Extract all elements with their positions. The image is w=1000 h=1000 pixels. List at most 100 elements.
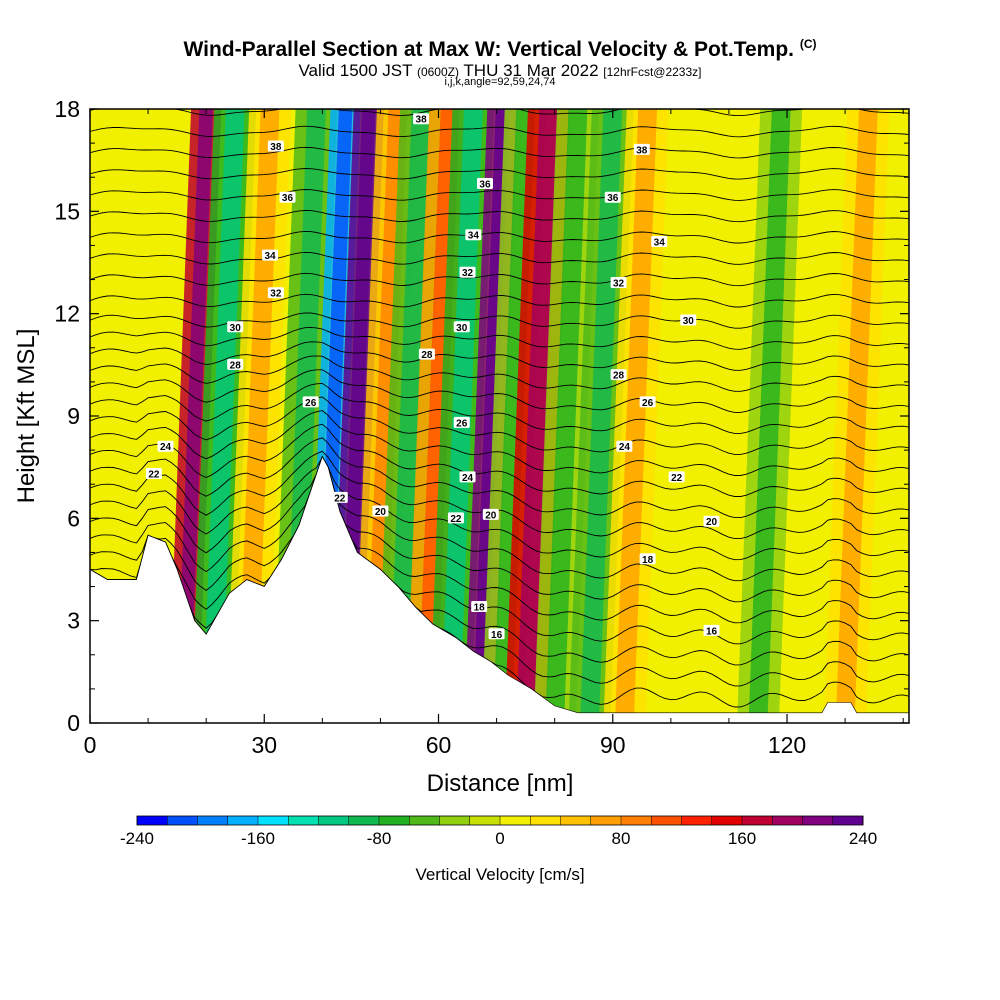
isentrope-label: 28 bbox=[227, 358, 244, 371]
colorbar-swatch bbox=[348, 816, 380, 825]
svg-text:16: 16 bbox=[491, 630, 503, 641]
chart-subtitle: Valid 1500 JST (0600Z) THU 31 Mar 2022 [… bbox=[0, 61, 1000, 81]
isentrope-label: 22 bbox=[331, 491, 348, 504]
isentrope-label: 18 bbox=[639, 553, 656, 566]
svg-text:26: 26 bbox=[305, 398, 317, 409]
svg-text:34: 34 bbox=[468, 231, 480, 242]
isentrope-label: 24 bbox=[616, 440, 633, 453]
isentrope-line bbox=[90, 146, 909, 159]
isentrope-label: 20 bbox=[482, 508, 499, 521]
colorbar-swatch bbox=[711, 816, 743, 825]
isentrope-label: 38 bbox=[267, 140, 284, 153]
velocity-band-core bbox=[545, 109, 588, 723]
svg-text:36: 36 bbox=[479, 180, 491, 191]
colorbar-tick-label: 0 bbox=[495, 829, 504, 848]
section-indices-text: i,j,k,angle=92,59,24,74 bbox=[444, 76, 556, 88]
colorbar-swatch bbox=[590, 816, 622, 825]
x-tick-label: 30 bbox=[251, 732, 277, 758]
isentrope-line bbox=[90, 450, 909, 540]
velocity-band-core bbox=[237, 109, 280, 723]
isentrope-line bbox=[90, 210, 909, 223]
colorbar-swatch bbox=[379, 816, 410, 825]
colorbar-swatch bbox=[167, 816, 198, 825]
colorbar-swatch bbox=[409, 816, 440, 825]
isentrope-line bbox=[90, 369, 909, 413]
isentrope-label: 36 bbox=[604, 191, 621, 204]
velocity-band-core bbox=[748, 109, 791, 723]
x-tick-label: 0 bbox=[84, 732, 97, 758]
x-tick-label: 120 bbox=[768, 732, 806, 758]
colorbar-swatch bbox=[318, 816, 350, 825]
svg-text:32: 32 bbox=[270, 289, 282, 300]
isentrope-line bbox=[90, 189, 909, 201]
svg-text:38: 38 bbox=[416, 115, 428, 126]
isentrope-label: 26 bbox=[302, 396, 319, 409]
isentrope-line bbox=[90, 455, 909, 603]
isentrope-line bbox=[90, 293, 909, 308]
colorbar-swatch bbox=[772, 816, 803, 825]
isentrope-line bbox=[90, 251, 909, 265]
isentrope-label: 22 bbox=[145, 467, 162, 480]
isentrope-label: 28 bbox=[418, 348, 435, 361]
colorbar-swatch bbox=[227, 816, 259, 825]
colorbar-swatch bbox=[651, 816, 682, 825]
colorbar-tick-label: 160 bbox=[728, 829, 756, 848]
isentrope-line bbox=[90, 423, 909, 497]
isentrope-label: 22 bbox=[447, 512, 464, 525]
y-tick-label: 12 bbox=[54, 301, 80, 327]
colorbar-title: Vertical Velocity [cm/s] bbox=[415, 865, 584, 884]
colorbar-tick-label: -160 bbox=[241, 829, 275, 848]
isentrope-labels: 38 38 38 36 36 36 34 34 34 32 32 32 30 30 30 28 28 28 26 26… bbox=[145, 113, 720, 641]
colorbar: -240 -160 -80 0 80 160 240 bbox=[120, 815, 877, 848]
svg-text:16: 16 bbox=[706, 626, 718, 637]
colorbar-swatch bbox=[288, 816, 319, 825]
svg-text:30: 30 bbox=[683, 316, 695, 327]
y-tick-label: 15 bbox=[54, 198, 80, 224]
y-tick-label: 3 bbox=[67, 608, 80, 634]
chart-title: Wind-Parallel Section at Max W: Vertical… bbox=[0, 37, 1000, 62]
colorbar-swatch bbox=[137, 816, 168, 825]
valid-date: THU 31 Mar 2022 bbox=[463, 61, 599, 80]
isentrope-line bbox=[90, 341, 909, 371]
colorbar-swatch bbox=[500, 816, 531, 825]
svg-text:28: 28 bbox=[613, 371, 625, 382]
colorbar-swatch bbox=[621, 816, 652, 825]
svg-text:22: 22 bbox=[148, 469, 160, 480]
svg-text:38: 38 bbox=[270, 142, 282, 153]
colorbar-swatch bbox=[560, 816, 592, 825]
velocity-band-core bbox=[202, 109, 245, 723]
colorbar-swatch bbox=[258, 816, 289, 825]
isentrope-label: 38 bbox=[633, 143, 650, 156]
velocity-band-core bbox=[388, 109, 431, 723]
isentrope-line bbox=[90, 455, 909, 624]
svg-text:30: 30 bbox=[456, 323, 468, 334]
x-tick-label: 60 bbox=[426, 732, 452, 758]
y-tick-label: 18 bbox=[54, 96, 80, 122]
isentrope-line bbox=[90, 109, 909, 117]
isentrope-line bbox=[90, 272, 909, 287]
isentrope-label: 30 bbox=[680, 314, 697, 327]
isentrope-line bbox=[90, 396, 909, 455]
isentrope-line bbox=[90, 382, 909, 434]
isentrope-label: 36 bbox=[476, 178, 493, 191]
svg-text:26: 26 bbox=[456, 418, 468, 429]
chart-title-text: Wind-Parallel Section at Max W: Vertical… bbox=[183, 38, 794, 61]
svg-text:32: 32 bbox=[613, 278, 625, 289]
isentrope-line bbox=[90, 437, 909, 519]
isentrope-line bbox=[90, 326, 909, 350]
colorbar-swatch bbox=[197, 816, 229, 825]
isentrope-label: 26 bbox=[639, 396, 656, 409]
colorbar-swatch bbox=[530, 816, 561, 825]
isentrope-line bbox=[90, 410, 909, 476]
colorbar-tick-label: 240 bbox=[849, 829, 877, 848]
svg-text:34: 34 bbox=[654, 238, 666, 249]
svg-text:24: 24 bbox=[462, 473, 474, 484]
colorbar-swatch bbox=[469, 816, 501, 825]
isentrope-label: 26 bbox=[453, 416, 470, 429]
svg-text:22: 22 bbox=[671, 473, 683, 484]
y-tick-label: 6 bbox=[67, 505, 80, 531]
isentrope-label: 28 bbox=[610, 369, 627, 382]
isentrope-line bbox=[90, 312, 909, 329]
isentrope-label: 30 bbox=[453, 321, 470, 334]
